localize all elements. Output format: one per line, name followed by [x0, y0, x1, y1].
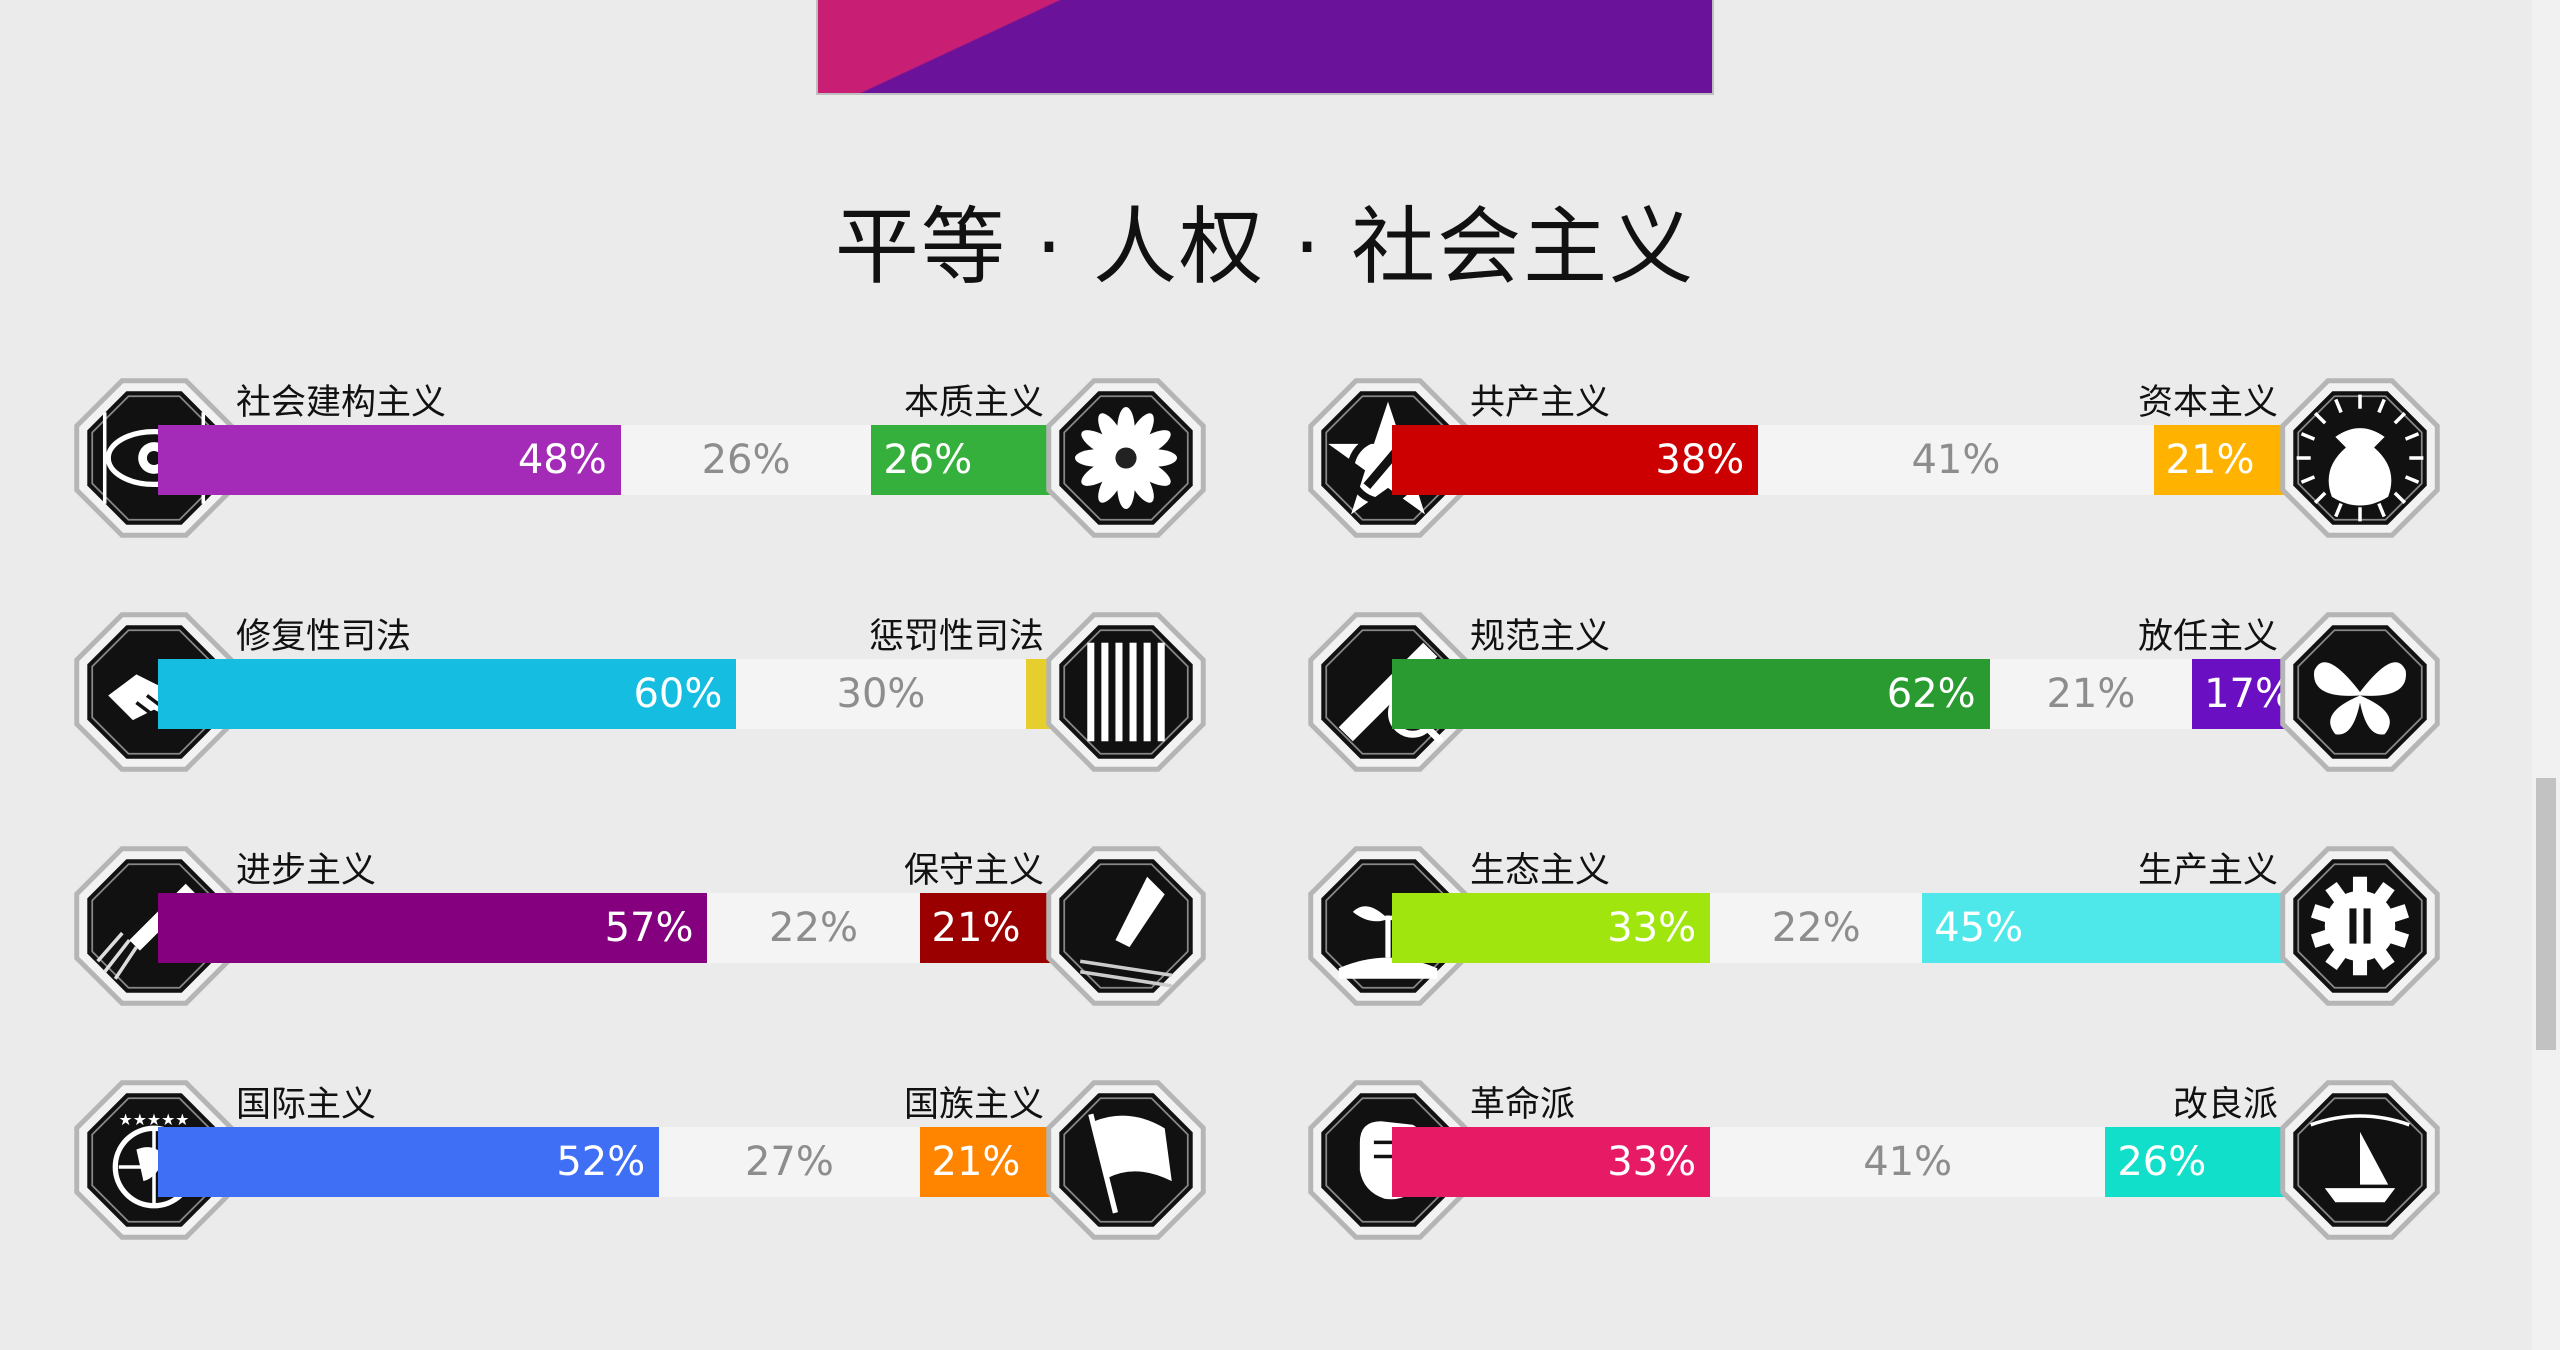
neutral-segment: 26%: [620, 425, 872, 495]
axis-bar: 48% 26% 26%: [158, 425, 1122, 495]
axis-bar: 52% 27% 21%: [158, 1127, 1122, 1197]
left-ideology-label: 规范主义: [1470, 617, 1611, 657]
left-ideology-label: 生态主义: [1470, 851, 1611, 891]
right-percent: 45%: [1934, 905, 2024, 951]
right-percent: 17%: [2204, 671, 2294, 717]
left-segment: 48%: [158, 425, 621, 495]
left-ideology-label: 革命派: [1470, 1085, 1576, 1125]
left-percent: 33%: [1607, 1139, 1697, 1185]
axis-bar: 60% 30%: [158, 659, 1122, 729]
right-percent: 26%: [883, 437, 973, 483]
left-ideology-label: 修复性司法: [236, 617, 412, 657]
money-bag-icon: [2272, 370, 2448, 546]
right-percent: 21%: [931, 905, 1021, 951]
left-segment: 62%: [1392, 659, 1990, 729]
neutral-segment: 41%: [1710, 1127, 2106, 1197]
right-ideology-label: 惩罚性司法: [868, 617, 1044, 657]
flower-icon: [1038, 370, 1214, 546]
neutral-segment: 22%: [1710, 893, 1923, 963]
neutral-segment: 27%: [659, 1127, 920, 1197]
right-ideology-label: 资本主义: [2137, 383, 2278, 423]
neutral-percent: 27%: [744, 1139, 834, 1185]
section-title: 平等 · 人权 · 社会主义: [834, 198, 1696, 296]
axis-row: 革命派 改良派 33% 41% 26%: [1304, 1030, 2444, 1240]
neutral-percent: 21%: [2046, 671, 2136, 717]
neutral-percent: 22%: [769, 905, 858, 951]
left-segment: 33%: [1392, 893, 1711, 963]
neutral-segment: 21%: [1989, 659, 2193, 729]
axis-bar: 62% 21% 17%: [1392, 659, 2356, 729]
axis-row: 进步主义 保守主义 57% 22% 21%: [70, 796, 1210, 1006]
axis-bar: 57% 22% 21%: [158, 893, 1122, 963]
neutral-segment: 30%: [736, 659, 1026, 729]
neutral-percent: 41%: [1863, 1139, 1953, 1185]
left-ideology-label: 共产主义: [1470, 383, 1611, 423]
left-ideology-label: 进步主义: [236, 851, 377, 891]
axis-bar: 33% 22% 45%: [1392, 893, 2356, 963]
right-ideology-label: 本质主义: [903, 383, 1044, 423]
left-percent: 38%: [1655, 437, 1745, 483]
right-percent: 26%: [2117, 1139, 2207, 1185]
neutral-percent: 26%: [701, 437, 791, 483]
axis-row: 修复性司法 惩罚性司法 60% 30%: [70, 562, 1210, 772]
neutral-percent: 22%: [1771, 905, 1861, 951]
left-percent: 62%: [1886, 671, 1976, 717]
boat-icon: [2272, 1072, 2448, 1248]
axis-bar: 38% 41% 21%: [1392, 425, 2356, 495]
header-banner: [816, 0, 1714, 95]
axis-row: ★★★★★ 国际主义 国族主义 52% 27% 21%: [70, 1030, 1210, 1240]
axis-row: 生态主义 生产主义 33% 22% 45%: [1304, 796, 2444, 1006]
prison-bars-icon: [1038, 604, 1214, 780]
quill-icon: [1038, 838, 1214, 1014]
left-segment: 33%: [1392, 1127, 1711, 1197]
axis-row: 社会建构主义 本质主义 48% 26% 26%: [70, 328, 1210, 538]
neutral-percent: 30%: [836, 671, 926, 717]
flag-icon: [1038, 1072, 1214, 1248]
gear-icon: [2272, 838, 2448, 1014]
neutral-segment: 41%: [1758, 425, 2154, 495]
right-ideology-label: 放任主义: [2137, 617, 2278, 657]
left-percent: 52%: [556, 1139, 646, 1185]
butterfly-icon: [2272, 604, 2448, 780]
neutral-segment: 22%: [707, 893, 920, 963]
axis-row: 共产主义 资本主义 38% 41% 21%: [1304, 328, 2444, 538]
sprout-icon: [1300, 838, 1476, 1014]
left-percent: 60%: [633, 671, 723, 717]
right-ideology-label: 改良派: [2172, 1085, 2278, 1125]
vertical-scrollbar[interactable]: [2532, 0, 2560, 1350]
right-ideology-label: 保守主义: [903, 851, 1044, 891]
left-segment: 57%: [158, 893, 708, 963]
left-segment: 52%: [158, 1127, 660, 1197]
left-percent: 57%: [604, 905, 694, 951]
neutral-percent: 41%: [1911, 437, 2001, 483]
svg-text:★★★★★: ★★★★★: [119, 1110, 190, 1129]
scrollbar-thumb[interactable]: [2536, 778, 2556, 1050]
left-percent: 48%: [517, 437, 607, 483]
left-ideology-label: 国际主义: [236, 1085, 377, 1125]
right-percent: 21%: [931, 1139, 1021, 1185]
left-ideology-label: 社会建构主义: [236, 383, 447, 423]
left-percent: 33%: [1607, 905, 1697, 951]
right-ideology-label: 国族主义: [903, 1085, 1044, 1125]
axis-row: 规范主义 放任主义 62% 21% 17%: [1304, 562, 2444, 772]
right-ideology-label: 生产主义: [2137, 851, 2278, 891]
left-segment: 60%: [158, 659, 737, 729]
axis-bar: 33% 41% 26%: [1392, 1127, 2356, 1197]
left-segment: 38%: [1392, 425, 1759, 495]
right-percent: 21%: [2165, 437, 2255, 483]
